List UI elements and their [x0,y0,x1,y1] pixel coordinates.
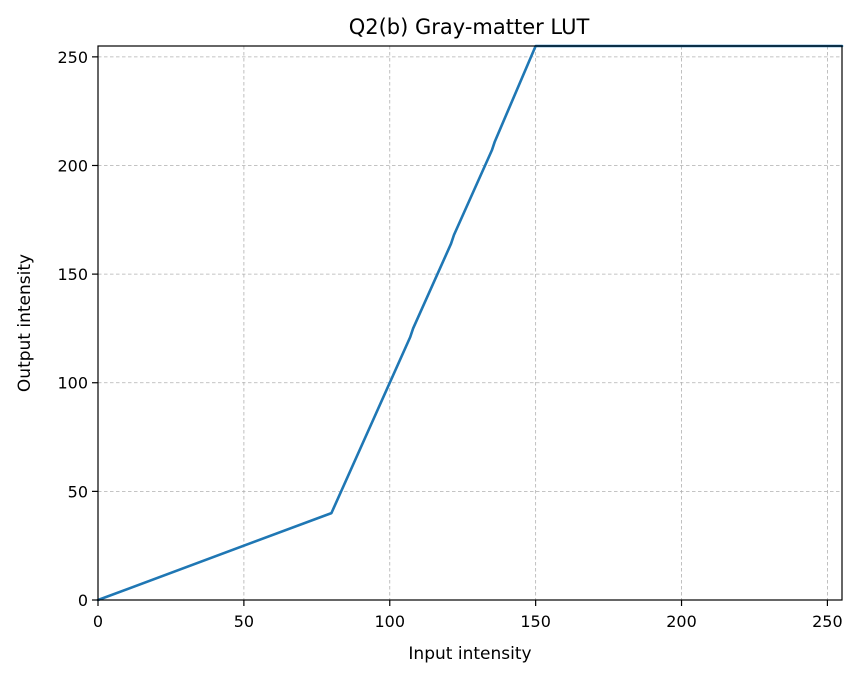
y-tick-label: 250 [57,48,88,67]
y-axis-label: Output intensity [15,254,35,392]
y-tick-label: 200 [57,156,88,175]
y-tick-label: 50 [68,482,88,501]
x-axis-label: Input intensity [408,644,531,664]
x-tick-label: 150 [520,612,551,631]
y-tick-label: 100 [57,374,88,393]
x-tick-label: 200 [666,612,697,631]
x-tick-label: 250 [812,612,843,631]
x-tick-label: 0 [93,612,103,631]
axis-ticks: 0 50 100 150 200 250 0 50 100 150 200 250 [57,48,842,631]
plot-frame [97,45,843,601]
chart-title: Q2(b) Gray-matter LUT [349,15,590,39]
y-tick-label: 0 [78,591,88,610]
series-layer [96,44,844,602]
y-tick-label: 150 [57,265,88,284]
x-tick-label: 100 [374,612,405,631]
x-tick-label: 50 [234,612,254,631]
lut-series-line [96,44,844,602]
